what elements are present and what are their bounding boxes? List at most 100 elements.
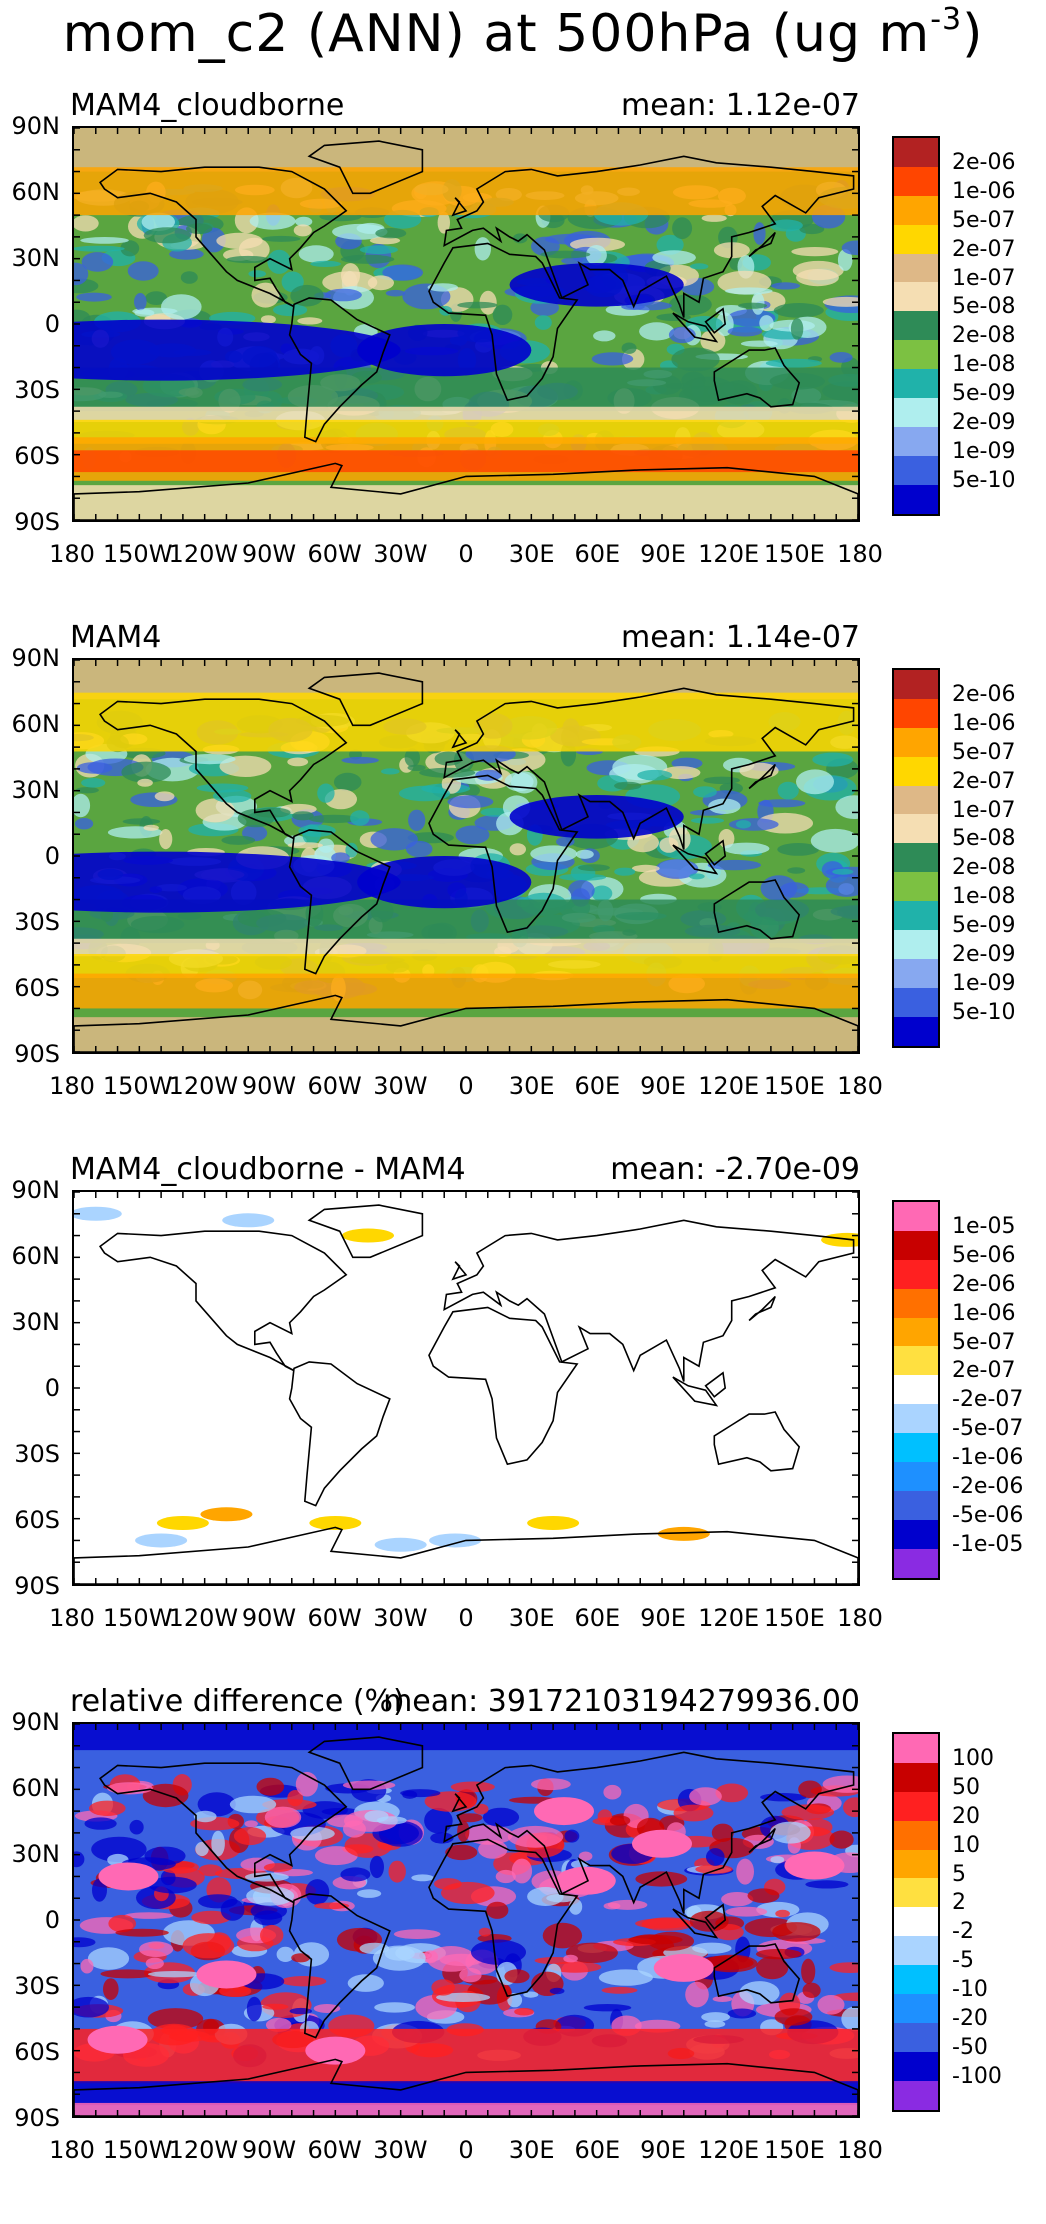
color-bar-swatch <box>894 1878 938 1908</box>
field-patch <box>408 809 426 831</box>
field-patch <box>120 240 140 257</box>
lat-tick-label: 30N <box>11 1840 61 1868</box>
field-patch <box>534 315 552 330</box>
field-patch <box>639 322 675 341</box>
field-patch <box>369 1855 384 1879</box>
field-patch <box>690 263 709 270</box>
field-patch <box>212 789 252 803</box>
field-patch <box>739 762 779 779</box>
lat-tick-label: 60S <box>14 442 60 470</box>
lat-tick-label: 90S <box>14 508 60 536</box>
field-patch <box>331 852 350 864</box>
field-patch <box>182 1933 235 1959</box>
field-patch <box>530 845 578 863</box>
field-patch <box>326 1814 363 1828</box>
lat-tick-label: 90S <box>14 2104 60 2132</box>
field-patch <box>369 236 401 245</box>
color-bar-label: 2e-09 <box>952 942 1016 967</box>
low-value-region <box>357 856 532 909</box>
field-patch <box>603 1784 622 1800</box>
lon-tick-label: 90E <box>640 1604 686 1632</box>
lon-tick-label: 90E <box>640 1072 686 1100</box>
color-bar-swatch <box>894 1317 938 1347</box>
field-patch <box>256 1777 285 1796</box>
field-patch <box>74 215 99 232</box>
field-patch <box>384 1946 415 1961</box>
lon-tick-label: 180 <box>837 2136 883 2164</box>
coastline <box>99 698 348 840</box>
field-patch <box>770 1856 785 1864</box>
field-patch <box>473 1803 489 1815</box>
lon-tick-label: 60E <box>574 1072 621 1100</box>
color-bar-swatch <box>894 398 938 427</box>
field-patch <box>108 1914 136 1933</box>
lon-tick-label: 180 <box>837 1604 883 1632</box>
field-patch <box>727 326 763 337</box>
field-patch <box>347 1974 384 1992</box>
field-patch <box>507 1992 523 2008</box>
coastline <box>288 829 391 975</box>
color-bar-swatch <box>894 727 938 757</box>
latitude-band <box>74 2081 858 2106</box>
high-value-region <box>98 1862 159 1891</box>
map-field <box>74 1724 858 2116</box>
lon-tick-label: 30W <box>373 2136 428 2164</box>
field-patch <box>121 761 171 783</box>
field-patch <box>74 262 89 286</box>
lon-tick-label: 90W <box>241 2136 297 2164</box>
field-patch <box>822 1775 858 1793</box>
latitude-band <box>74 938 858 957</box>
color-bar-swatch <box>894 195 938 225</box>
color-bar-label: 1e-06 <box>952 710 1016 736</box>
field-patch <box>512 233 528 244</box>
color-bar-swatch <box>894 1202 938 1231</box>
field-patch <box>80 237 129 244</box>
field-patch <box>248 270 266 278</box>
field-patch <box>267 249 291 274</box>
coastline <box>713 879 801 940</box>
field-patch <box>400 1789 441 1798</box>
color-bar <box>892 1732 940 2112</box>
lon-tick-label: 60E <box>574 2136 621 2164</box>
color-bar-label: 50 <box>952 1774 980 1800</box>
lat-tick-label: 60N <box>11 178 61 206</box>
lon-tick-label: 30E <box>508 1072 555 1100</box>
low-value-region <box>74 319 401 381</box>
field-patch <box>143 824 159 831</box>
field-patch <box>706 1848 725 1866</box>
field-patch <box>297 317 323 325</box>
color-bar-swatch <box>894 1016 938 1046</box>
lon-tick-label: 0 <box>458 540 474 568</box>
field-patch <box>673 1804 714 1822</box>
lat-tick-label: 30S <box>14 1972 60 2000</box>
field-patch <box>437 211 450 234</box>
latitude-band <box>74 406 858 422</box>
field-patch <box>692 1942 732 1954</box>
high-value-region <box>534 1797 594 1826</box>
field-patch <box>798 1780 822 1799</box>
field-patch <box>84 1817 117 1830</box>
field-patch <box>614 867 636 876</box>
field-patch <box>262 2003 289 2010</box>
field-patch <box>685 1981 709 2008</box>
field-patch <box>186 223 213 234</box>
field-patch <box>385 289 406 297</box>
color-bar-label: 2e-07 <box>952 768 1016 794</box>
field-patch <box>81 252 114 272</box>
field-patch <box>308 814 359 824</box>
coastline <box>713 1411 801 1472</box>
field-patch <box>655 859 699 879</box>
coastline <box>748 1295 776 1322</box>
high-value-region <box>555 1866 616 1895</box>
field-patch <box>609 1815 631 1826</box>
field-patch <box>441 1881 495 1905</box>
coastline <box>307 1204 424 1259</box>
latitude-band <box>74 973 858 1009</box>
field-patch <box>805 1880 849 1889</box>
lon-tick-label: 0 <box>458 1604 474 1632</box>
coastline <box>443 1219 855 1382</box>
lat-tick-label: 30N <box>11 1308 61 1336</box>
coastline <box>288 1361 391 1507</box>
coastline <box>99 1230 348 1372</box>
field-patch <box>145 291 168 305</box>
